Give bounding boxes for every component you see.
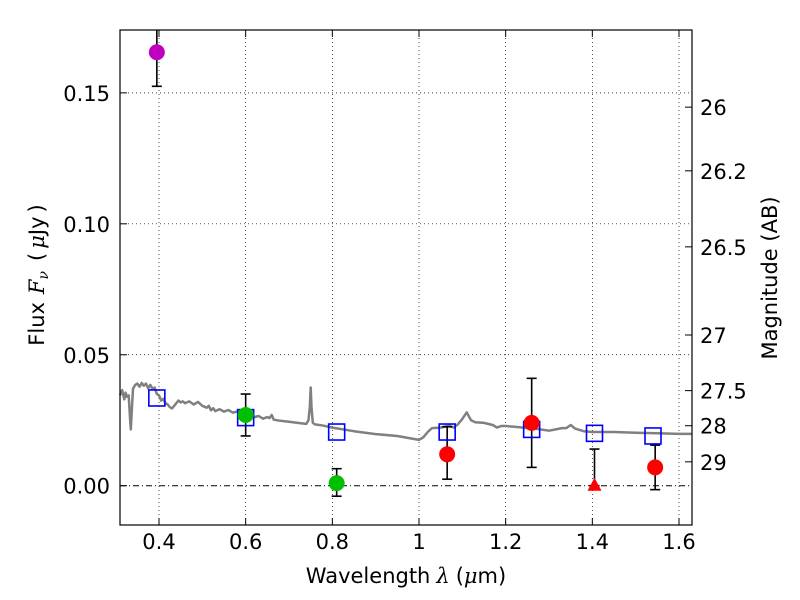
model-photometry-square [148, 389, 166, 407]
y-tick-label: 0.05 [63, 344, 110, 368]
x-title-prefix: Wavelength [306, 564, 431, 588]
model-photometry-square [644, 427, 662, 445]
observed-point [237, 407, 254, 423]
model-photometry-group [148, 389, 662, 445]
x-axis-title: Wavelength λ (μm) [306, 564, 506, 588]
y-title-subscript: ν [36, 270, 52, 279]
upper-limit-triangle [587, 477, 602, 491]
observed-point [439, 446, 456, 463]
x-tick-label: 1.6 [662, 530, 695, 554]
x-axis-ticks: 0.4 0.6 0.8 1 1.2 1.4 1.6 [142, 30, 696, 554]
x-tick-label: 0.4 [142, 530, 175, 554]
x-tick-label: 0.8 [316, 530, 349, 554]
y-axis-ticks: 0.00 0.05 0.10 0.15 [63, 82, 127, 499]
y-tick-label: 0.00 [63, 475, 110, 499]
magnitude-tick-label: 27.5 [700, 380, 747, 404]
x-title-unit-open: ( [456, 564, 464, 588]
x-title-unit-rest: m) [478, 564, 507, 588]
model-photometry-square [327, 423, 346, 441]
error-bars-group [151, 30, 661, 497]
observed-point [523, 414, 540, 431]
observed-points-group [148, 44, 664, 492]
magnitude-axis-title: Magnitude (AB) [758, 196, 782, 359]
x-title-unit-mu: μ [464, 564, 478, 588]
y-title-unit-rest: Jy [25, 216, 49, 237]
y-title-unit-mu: μ [25, 235, 49, 249]
observed-point [647, 459, 664, 476]
model-photometry-square [438, 423, 456, 441]
y-tick-label: 0.15 [63, 82, 110, 106]
x-tick-label: 1 [412, 530, 425, 554]
model-spectrum-line [118, 381, 692, 442]
magnitude-tick-label: 29 [700, 451, 727, 475]
y-title-prefix: Flux [25, 302, 49, 346]
y-tick-label: 0.10 [63, 213, 110, 237]
magnitude-tick-label: 26.2 [700, 160, 747, 184]
y-axis-title: Flux Fν ( μJy) [25, 204, 52, 345]
model-spectrum-group [118, 381, 692, 442]
y-title-symbol: F [25, 278, 49, 295]
x-tick-label: 1.4 [576, 530, 609, 554]
observed-point [148, 44, 165, 61]
magnitude-tick-label: 27 [700, 324, 727, 348]
observed-point [328, 475, 345, 492]
model-photometry-square [585, 424, 604, 443]
magnitude-axis-ticks: 26 26.2 26.5 27 27.5 28 29 [685, 96, 747, 475]
x-tick-label: 1.2 [489, 530, 522, 554]
x-title-symbol: λ [435, 564, 449, 588]
magnitude-tick-label: 26 [700, 96, 727, 120]
x-tick-label: 0.6 [229, 530, 262, 554]
grid [120, 30, 692, 525]
magnitude-tick-label: 26.5 [700, 236, 747, 260]
plot-frame [119, 29, 693, 526]
y-title-unit-close: ) [25, 204, 49, 212]
y-title-unit-open: ( [25, 253, 49, 261]
magnitude-tick-label: 28 [700, 415, 727, 439]
